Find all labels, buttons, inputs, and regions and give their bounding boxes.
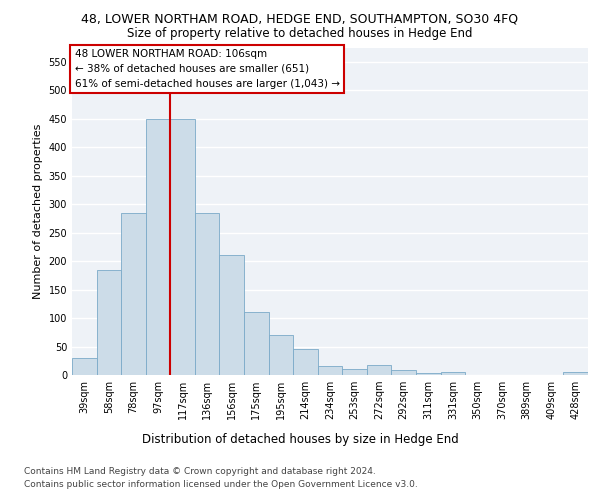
Bar [342, 370, 367, 375]
Bar [220, 256, 244, 375]
Bar [195, 212, 220, 375]
Bar [416, 374, 440, 375]
Text: Distribution of detached houses by size in Hedge End: Distribution of detached houses by size … [142, 432, 458, 446]
Bar [146, 118, 170, 375]
Text: Size of property relative to detached houses in Hedge End: Size of property relative to detached ho… [127, 28, 473, 40]
Y-axis label: Number of detached properties: Number of detached properties [33, 124, 43, 299]
Text: Contains HM Land Registry data © Crown copyright and database right 2024.: Contains HM Land Registry data © Crown c… [24, 468, 376, 476]
Bar [563, 372, 588, 375]
Bar [121, 212, 146, 375]
Bar [367, 364, 391, 375]
Bar [170, 118, 195, 375]
Text: Contains public sector information licensed under the Open Government Licence v3: Contains public sector information licen… [24, 480, 418, 489]
Bar [440, 372, 465, 375]
Bar [269, 335, 293, 375]
Bar [318, 366, 342, 375]
Bar [244, 312, 269, 375]
Bar [97, 270, 121, 375]
Bar [72, 358, 97, 375]
Bar [391, 370, 416, 375]
Bar [293, 350, 318, 375]
Text: 48 LOWER NORTHAM ROAD: 106sqm
← 38% of detached houses are smaller (651)
61% of : 48 LOWER NORTHAM ROAD: 106sqm ← 38% of d… [74, 49, 340, 88]
Text: 48, LOWER NORTHAM ROAD, HEDGE END, SOUTHAMPTON, SO30 4FQ: 48, LOWER NORTHAM ROAD, HEDGE END, SOUTH… [82, 12, 518, 26]
